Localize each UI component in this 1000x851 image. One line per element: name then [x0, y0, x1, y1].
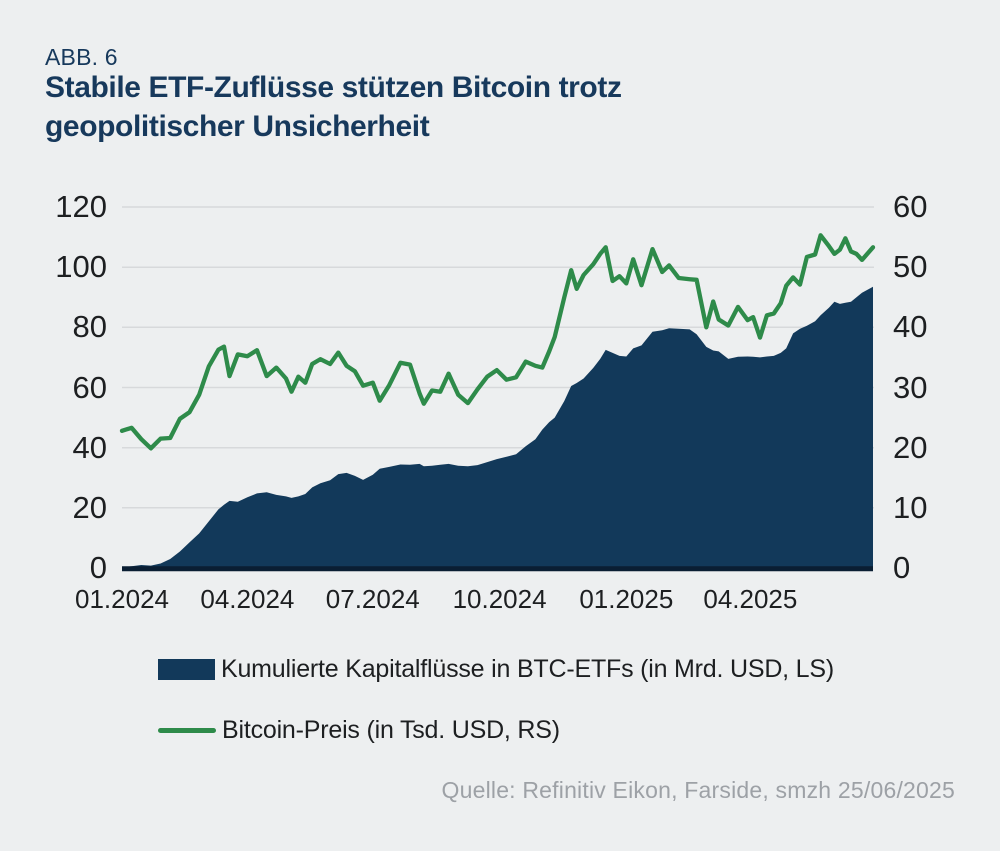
- figure-label: ABB. 6: [45, 44, 118, 70]
- right-axis-tick: 30: [893, 369, 928, 405]
- etf-flows-area: [122, 286, 873, 568]
- legend-row-btc: Bitcoin-Preis (in Tsd. USD, RS): [158, 715, 834, 745]
- left-axis-tick: 120: [55, 189, 107, 224]
- right-axis-tick: 50: [893, 249, 928, 285]
- right-axis-tick: 10: [893, 489, 928, 525]
- flows-area-swatch-icon: [158, 658, 215, 680]
- x-axis-tick: 10.2024: [452, 584, 547, 614]
- legend-row-flows: Kumulierte Kapitalflüsse in BTC-ETFs (in…: [158, 654, 834, 684]
- left-axis-tick: 20: [72, 489, 107, 525]
- left-axis-tick: 100: [55, 249, 107, 285]
- left-axis-tick: 60: [72, 369, 107, 405]
- x-axis-tick: 01.2024: [75, 584, 169, 614]
- source-attribution: Quelle: Refinitiv Eikon, Farside, smzh 2…: [441, 777, 955, 803]
- btc-price-line: [119, 233, 876, 451]
- right-axis-tick: 0: [893, 550, 911, 585]
- x-axis-tick: 04.2024: [200, 584, 295, 614]
- x-axis-tick: 01.2025: [579, 584, 674, 614]
- figure-title-line2: geopolitischer Unsicherheit: [45, 110, 430, 143]
- right-axis-tick: 40: [893, 309, 928, 345]
- x-axis-tick: 07.2024: [325, 584, 420, 614]
- left-axis-tick: 80: [72, 309, 107, 345]
- right-axis-tick: 20: [893, 429, 928, 465]
- right-axis-tick: 60: [893, 189, 928, 224]
- left-axis-tick: 40: [72, 429, 107, 465]
- figure-title-line1: Stabile ETF-Zuflüsse stützen Bitcoin tro…: [45, 71, 622, 104]
- flows-legend-label: Kumulierte Kapitalflüsse in BTC-ETFs (in…: [221, 654, 834, 683]
- figure-title: Stabile ETF-Zuflüsse stützen Bitcoin tro…: [45, 68, 622, 146]
- left-axis-tick: 0: [89, 550, 107, 585]
- legend: Kumulierte Kapitalflüsse in BTC-ETFs (in…: [158, 654, 834, 776]
- btc-line-swatch-icon: [158, 727, 216, 733]
- x-axis-tick: 04.2025: [703, 584, 798, 614]
- btc-legend-label: Bitcoin-Preis (in Tsd. USD, RS): [222, 715, 560, 744]
